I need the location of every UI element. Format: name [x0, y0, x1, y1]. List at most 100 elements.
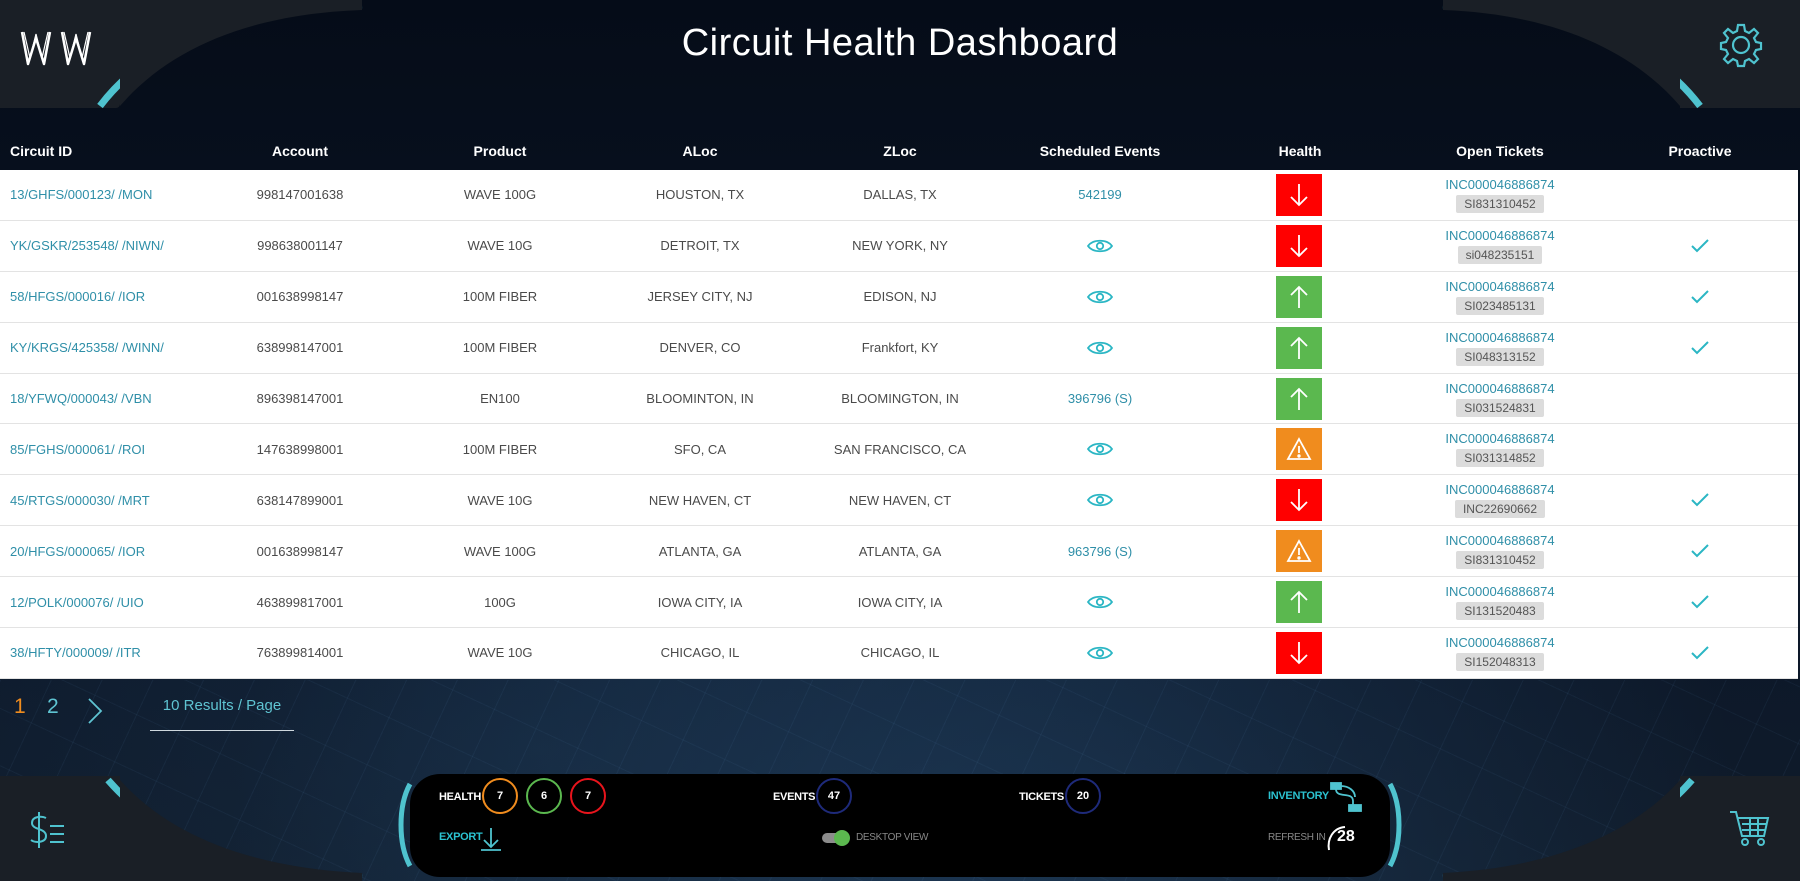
zloc-cell: BLOOMINGTON, IN	[841, 391, 959, 406]
column-header-open-tickets[interactable]: Open Tickets	[1456, 143, 1544, 159]
health-status-button[interactable]	[1276, 632, 1322, 675]
ticket-link[interactable]: INC000046886874	[1445, 584, 1555, 600]
ticket-link[interactable]: INC000046886874	[1445, 431, 1555, 447]
ticket-link[interactable]: INC000046886874	[1445, 329, 1555, 345]
ticket-badge[interactable]: si048235151	[1457, 245, 1543, 264]
column-header-aloc[interactable]: ALoc	[682, 143, 718, 159]
ticket-badge[interactable]: SI031524831	[1456, 398, 1544, 417]
circuit-id-link[interactable]: 85/FGHS/000061/ /ROI	[10, 441, 146, 457]
table-row[interactable]: 38/HFTY/000009/ /ITR 763899814001 WAVE 10G…	[0, 628, 1798, 679]
health-status-button[interactable]	[1276, 530, 1322, 573]
zloc-cell: NEW HAVEN, CT	[848, 492, 952, 508]
ticket-badge[interactable]: SI831310452	[1456, 551, 1544, 570]
circuit-id-link[interactable]: 45/RTGS/000030/ /MRT	[10, 492, 150, 508]
cart-icon[interactable]	[1728, 808, 1772, 848]
eye-icon[interactable]	[1000, 441, 1200, 457]
column-header-scheduled-events[interactable]: Scheduled Events	[1039, 143, 1161, 159]
health-status-button[interactable]	[1276, 428, 1322, 471]
table-row[interactable]: 85/FGHS/000061/ /ROI 147638998001 100M FIB…	[0, 424, 1798, 476]
table-row[interactable]: 45/RTGS/000030/ /MRT 638147899001 WAVE 10G…	[0, 475, 1798, 527]
ticket-link[interactable]: INC000046886874	[1445, 278, 1555, 294]
eye-icon[interactable]	[1000, 492, 1200, 508]
health-status-button[interactable]	[1276, 275, 1322, 318]
health-up-count[interactable]: 6	[526, 778, 562, 814]
health-status-button[interactable]	[1276, 581, 1322, 624]
column-header-product[interactable]: Product	[473, 143, 527, 159]
scheduled-event-link[interactable]: 396796 (S)	[1067, 391, 1133, 406]
circuit-id-link[interactable]: 58/HFGS/000016/ /IOR	[10, 289, 146, 305]
table-row[interactable]: KY/KRGS/425358/ /WINN/638998147001 100M F…	[0, 323, 1798, 374]
ticket-badge[interactable]: INC22690662	[1454, 500, 1546, 519]
eye-icon[interactable]	[1000, 340, 1200, 356]
eye-icon[interactable]	[1000, 594, 1200, 610]
ticket-link[interactable]: INC000046886874	[1445, 635, 1555, 651]
ticket-link[interactable]: INC000046886874	[1445, 177, 1555, 192]
desktop-view-toggle[interactable]	[822, 830, 850, 846]
table-row[interactable]: 12/POLK/000076/ /UIO 463899817001 100G IOWA…	[0, 577, 1798, 629]
eye-icon[interactable]	[1000, 645, 1200, 661]
eye-icon[interactable]	[1000, 238, 1200, 254]
table-row[interactable]: YK/GSKR/253548/ /NIWN/998638001147 WAVE 1…	[0, 221, 1798, 272]
column-header-proactive[interactable]: Proactive	[1668, 143, 1732, 159]
results-per-page-select[interactable]: 10 Results / Page	[150, 695, 294, 731]
product-cell: WAVE 10G	[467, 645, 533, 661]
footer-summary-bar: HEALTH 7 6 7 EXPORT EVENTS 47 DESKTOP VI…	[398, 774, 1402, 877]
column-header-health[interactable]: Health	[1278, 143, 1322, 159]
circuit-id-link[interactable]: 38/HFTY/000009/ /ITR	[10, 645, 141, 661]
table-row[interactable]: 18/YFWQ/000043/ /VBN 896398147001 EN100 BLO…	[0, 374, 1798, 425]
health-status-button[interactable]	[1276, 377, 1322, 420]
health-status-button[interactable]	[1276, 224, 1322, 267]
gear-icon[interactable]	[1718, 22, 1764, 68]
ticket-link[interactable]: INC000046886874	[1445, 482, 1555, 498]
toggle-knob	[834, 830, 850, 846]
ticket-badge[interactable]: SI023485131	[1456, 296, 1544, 315]
chevron-right-icon[interactable]	[86, 697, 104, 725]
health-warning-count[interactable]: 7	[482, 778, 518, 814]
ticket-badge[interactable]: SI831310452	[1456, 195, 1544, 213]
export-button[interactable]: EXPORT	[439, 831, 483, 843]
circuit-id-link[interactable]: 13/GHFS/000123/ /MON	[10, 187, 153, 203]
column-header-account[interactable]: Account	[272, 143, 328, 159]
table-row[interactable]: 58/HFGS/000016/ /IOR 001638998147 100M FIB…	[0, 272, 1798, 323]
arrow-up-icon	[1288, 335, 1310, 361]
download-icon[interactable]	[480, 827, 502, 851]
health-status-button[interactable]	[1276, 174, 1322, 216]
zloc-cell: ATLANTA, GA	[858, 543, 942, 559]
pagination: 1 2 10 Results / Page	[0, 695, 320, 735]
circuit-id-link[interactable]: 18/YFWQ/000043/ /VBN	[10, 391, 152, 406]
page-1-link[interactable]: 1	[14, 695, 26, 718]
open-tickets-cell: INC000046886874 SI031524831	[1400, 381, 1600, 417]
health-status-button[interactable]	[1276, 326, 1322, 369]
refresh-label: REFRESH IN	[1268, 832, 1326, 843]
circuit-id-link[interactable]: 12/POLK/000076/ /UIO	[10, 594, 144, 610]
account-cell: 147638998001	[256, 441, 344, 457]
ticket-badge[interactable]: SI048313152	[1456, 347, 1544, 366]
column-header-circuit-id[interactable]: Circuit ID	[10, 143, 73, 159]
scheduled-event-link[interactable]: 542199	[1078, 187, 1122, 203]
circuit-id-link[interactable]: KY/KRGS/425358/ /WINN/	[10, 340, 164, 356]
health-status-button[interactable]	[1276, 479, 1322, 522]
ticket-link[interactable]: INC000046886874	[1445, 227, 1555, 243]
table-row[interactable]: 13/GHFS/000123/ /MON 998147001638 WAVE 100…	[0, 170, 1798, 221]
ticket-badge[interactable]: SI031314852	[1456, 449, 1544, 468]
ticket-badge[interactable]: SI152048313	[1456, 653, 1544, 672]
tickets-count[interactable]: 20	[1065, 778, 1101, 814]
scheduled-event-link[interactable]: 963796 (S)	[1067, 543, 1133, 559]
page-2-link[interactable]: 2	[47, 695, 59, 718]
circuit-id-link[interactable]: 20/HFGS/000065/ /IOR	[10, 543, 146, 559]
circuit-id-link[interactable]: YK/GSKR/253548/ /NIWN/	[10, 238, 164, 254]
inventory-icon[interactable]	[1329, 781, 1363, 813]
column-header-zloc[interactable]: ZLoc	[883, 143, 917, 159]
dollar-list-icon[interactable]	[26, 810, 68, 852]
health-down-count[interactable]: 7	[570, 778, 606, 814]
inventory-button[interactable]: INVENTORY	[1268, 790, 1329, 802]
arrow-up-icon	[1288, 589, 1310, 615]
ticket-badge[interactable]: SI131520483	[1456, 602, 1544, 621]
table-row[interactable]: 20/HFGS/000065/ /IOR 001638998147 WAVE 100…	[0, 526, 1798, 578]
events-count[interactable]: 47	[816, 778, 852, 814]
eye-icon[interactable]	[1000, 289, 1200, 305]
ticket-link[interactable]: INC000046886874	[1445, 533, 1555, 549]
open-tickets-cell: INC000046886874 SI152048313	[1400, 635, 1600, 672]
ww-logo[interactable]	[20, 28, 102, 68]
ticket-link[interactable]: INC000046886874	[1445, 380, 1555, 396]
